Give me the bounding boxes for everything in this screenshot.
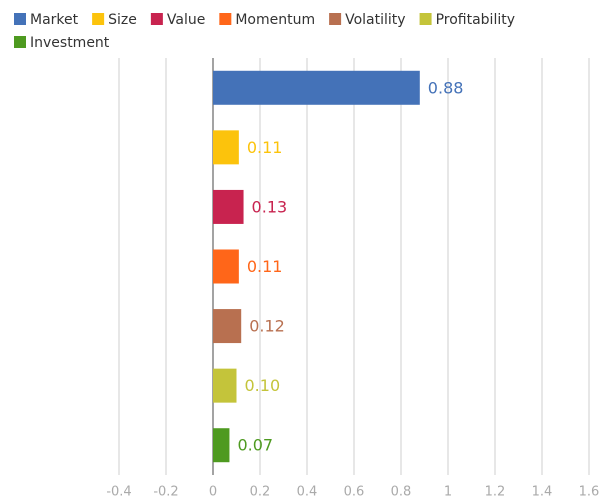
bar — [213, 70, 420, 105]
data-label: 0.11 — [247, 257, 283, 276]
legend-swatch — [14, 13, 26, 25]
bar — [213, 249, 239, 284]
x-tick-label: -0.2 — [153, 485, 178, 500]
data-label: 0.12 — [249, 317, 285, 336]
data-label: 0.10 — [245, 376, 281, 395]
legend-label: Size — [108, 12, 137, 28]
legend-swatch — [14, 36, 26, 48]
legend-swatch — [150, 13, 163, 25]
x-tick-label: 0.8 — [391, 485, 412, 500]
x-tick-label: 1 — [444, 485, 452, 500]
legend-label: Value — [167, 12, 205, 28]
legend-label: Momentum — [235, 12, 315, 28]
x-tick-label: 1.4 — [532, 485, 553, 500]
legend-label: Market — [30, 12, 79, 28]
data-label: 0.07 — [237, 436, 273, 455]
x-tick-label: 0.2 — [250, 485, 271, 500]
x-tick-label: 0 — [209, 485, 217, 500]
bar — [213, 309, 242, 344]
bar — [213, 130, 239, 165]
data-label: 0.11 — [247, 138, 283, 157]
x-tick-label: 1.6 — [579, 485, 600, 500]
legend-label: Investment — [30, 35, 110, 51]
data-label: 0.13 — [252, 197, 288, 216]
x-tick-label: -0.4 — [106, 485, 131, 500]
x-tick-label: 1.2 — [485, 485, 506, 500]
x-tick-label: 0.4 — [297, 485, 318, 500]
x-tick-label: 0.6 — [344, 485, 365, 500]
bar — [213, 428, 230, 463]
legend-swatch — [329, 13, 342, 25]
bar — [213, 189, 244, 224]
legend-label: Profitability — [436, 12, 515, 28]
legend-label: Volatility — [345, 12, 405, 28]
data-label: 0.88 — [428, 78, 464, 97]
legend-swatch — [219, 13, 232, 25]
legend-swatch — [419, 13, 432, 25]
legend-swatch — [92, 13, 105, 25]
bar — [213, 368, 237, 403]
